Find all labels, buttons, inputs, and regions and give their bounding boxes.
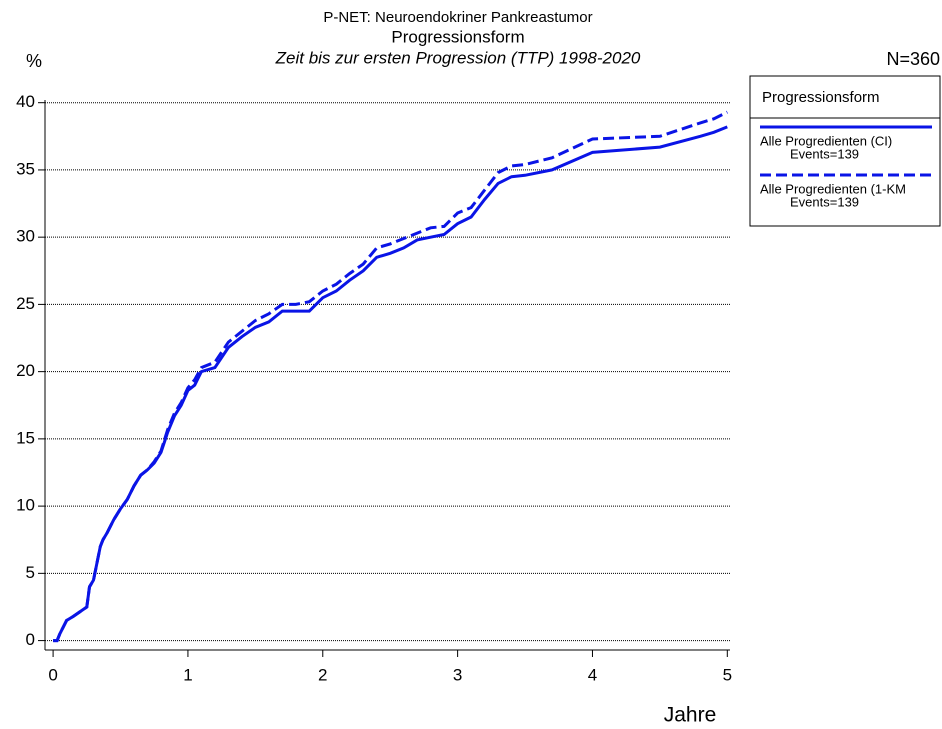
legend-box [749,75,941,227]
y-tick-label: 5 [26,563,35,582]
y-tick-label: 20 [16,361,35,380]
x-tick-label: 5 [723,665,732,684]
y-tick-label: 0 [26,630,35,649]
legend-label: Alle Progredienten (1-KM [760,181,906,196]
y-tick-label: 30 [16,227,35,246]
y-tick-label: 35 [16,159,35,178]
x-tick-label: 4 [588,665,597,684]
x-tick-label: 3 [453,665,462,684]
annotation: N=360 [886,49,940,69]
y-axis-label: % [26,51,42,71]
legend-events: Events=139 [790,146,859,161]
y-tick-label: 25 [16,294,35,313]
series-line [53,125,728,643]
series-line [53,110,728,643]
x-axis-label: Jahre [664,704,717,727]
y-tick-label: 15 [16,428,35,447]
y-tick-label: 40 [16,92,35,111]
legend-events: Events=139 [790,194,859,209]
y-tick-label: 10 [16,496,35,515]
legend-label: Alle Progredienten (CI) [760,133,892,148]
chart-subtitle: Progressionsform [391,27,524,46]
x-tick-label: 1 [183,665,192,684]
chart-subtitle: Zeit bis zur ersten Progression (TTP) 19… [275,48,641,67]
x-tick-label: 0 [48,665,57,684]
x-tick-label: 2 [318,665,327,684]
chart-title: P-NET: Neuroendokriner Pankreastumor [323,9,592,26]
legend-title: Progressionsform [762,89,880,106]
